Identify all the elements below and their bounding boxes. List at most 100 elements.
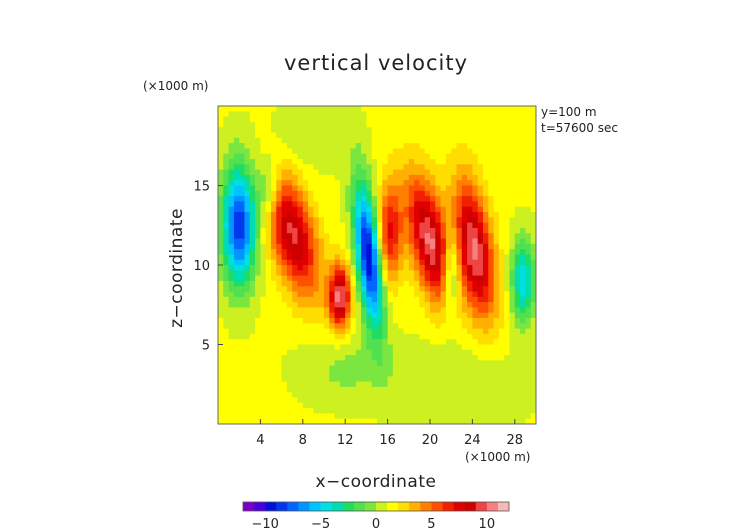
heatmap-cell <box>361 201 367 208</box>
heatmap-cell <box>419 201 426 208</box>
heatmap-cell <box>472 392 479 398</box>
heatmap-cell <box>483 159 489 165</box>
heatmap-cell <box>525 148 532 155</box>
heatmap-cell <box>302 180 309 186</box>
heatmap-cell <box>355 111 362 117</box>
heatmap-cell <box>334 206 341 213</box>
colorbar-swatch <box>265 502 277 511</box>
heatmap-cell <box>424 344 431 351</box>
heatmap-cell <box>329 286 335 292</box>
heatmap-cell <box>440 328 447 335</box>
heatmap-cell <box>520 397 526 404</box>
heatmap-cell <box>345 291 351 298</box>
heatmap-cell <box>504 121 510 128</box>
heatmap-cell <box>467 233 473 239</box>
heatmap-cell <box>228 222 235 229</box>
heatmap-cell <box>308 201 314 208</box>
heatmap-cell <box>430 169 436 176</box>
heatmap-cell <box>366 371 373 377</box>
heatmap-cell <box>281 164 288 170</box>
heatmap-cell <box>472 196 479 202</box>
heatmap-cell <box>387 349 394 356</box>
heatmap-cell <box>324 233 330 239</box>
heatmap-cell <box>435 318 441 324</box>
heatmap-cell <box>339 180 346 186</box>
heatmap-cell <box>445 270 452 276</box>
heatmap-cell <box>260 201 267 208</box>
heatmap-cell <box>509 148 516 155</box>
heatmap-cell <box>440 185 447 192</box>
heatmap-cell <box>355 201 362 208</box>
heatmap-cell <box>292 402 298 409</box>
heatmap-cell <box>223 238 229 245</box>
heatmap-cell <box>265 174 272 181</box>
heatmap-cell <box>504 376 510 382</box>
heatmap-cell <box>355 270 362 276</box>
heatmap-cell <box>271 360 277 367</box>
heatmap-cell <box>414 355 420 361</box>
heatmap-cell <box>461 275 468 282</box>
heatmap-cell <box>339 159 346 165</box>
heatmap-cell <box>329 153 335 160</box>
heatmap-cell <box>419 397 426 404</box>
heatmap-cell <box>286 106 293 112</box>
heatmap-cell <box>355 212 362 218</box>
heatmap-cell <box>324 196 330 202</box>
heatmap-cell <box>451 159 457 165</box>
heatmap-cell <box>403 243 410 250</box>
heatmap-cell <box>498 349 505 356</box>
heatmap-cell <box>530 121 537 128</box>
heatmap-cell <box>276 333 282 340</box>
heatmap-cell <box>398 312 404 319</box>
heatmap-cell <box>445 169 452 176</box>
heatmap-cell <box>276 402 282 409</box>
heatmap-cell <box>514 408 521 414</box>
heatmap-cell <box>345 339 351 345</box>
heatmap-cell <box>292 371 298 377</box>
heatmap-cell <box>239 376 245 382</box>
heatmap-cell <box>493 185 500 192</box>
heatmap-cell <box>498 402 505 409</box>
heatmap-cell <box>382 265 388 271</box>
heatmap-cell <box>371 333 378 340</box>
heatmap-cell <box>260 132 267 139</box>
heatmap-cell <box>387 376 394 382</box>
heatmap-cell <box>408 174 415 181</box>
heatmap-cell <box>467 349 473 356</box>
heatmap-cell <box>403 339 410 345</box>
heatmap-cell <box>233 106 240 112</box>
heatmap-cell <box>281 238 288 245</box>
heatmap-cell <box>530 169 537 176</box>
heatmap-cell <box>313 270 320 276</box>
heatmap-cell <box>228 127 235 133</box>
heatmap-cell <box>339 148 346 155</box>
heatmap-cell <box>260 291 267 298</box>
heatmap-cell <box>435 265 441 271</box>
heatmap-cell <box>509 259 516 266</box>
heatmap-cell <box>451 365 457 372</box>
heatmap-cell <box>286 254 293 261</box>
heatmap-cell <box>525 307 532 314</box>
heatmap-cell <box>419 106 426 112</box>
heatmap-cell <box>398 381 404 388</box>
heatmap-cell <box>350 116 357 123</box>
heatmap-cell <box>292 127 298 133</box>
heatmap-cell <box>318 137 325 144</box>
heatmap-cell <box>514 280 521 287</box>
heatmap-cell <box>228 349 235 356</box>
heatmap-cell <box>477 365 484 372</box>
heatmap-cell <box>292 196 298 202</box>
heatmap-cell <box>461 259 468 266</box>
heatmap-cell <box>387 201 394 208</box>
heatmap-cell <box>445 349 452 356</box>
heatmap-cell <box>255 360 261 367</box>
heatmap-cell <box>255 413 261 420</box>
heatmap-cell <box>249 143 256 149</box>
heatmap-cell <box>281 254 288 261</box>
heatmap-cell <box>355 397 362 404</box>
heatmap-cell <box>308 265 314 271</box>
heatmap-cell <box>249 392 256 398</box>
heatmap-cell <box>530 397 537 404</box>
heatmap-cell <box>324 201 330 208</box>
heatmap-cell <box>339 174 346 181</box>
